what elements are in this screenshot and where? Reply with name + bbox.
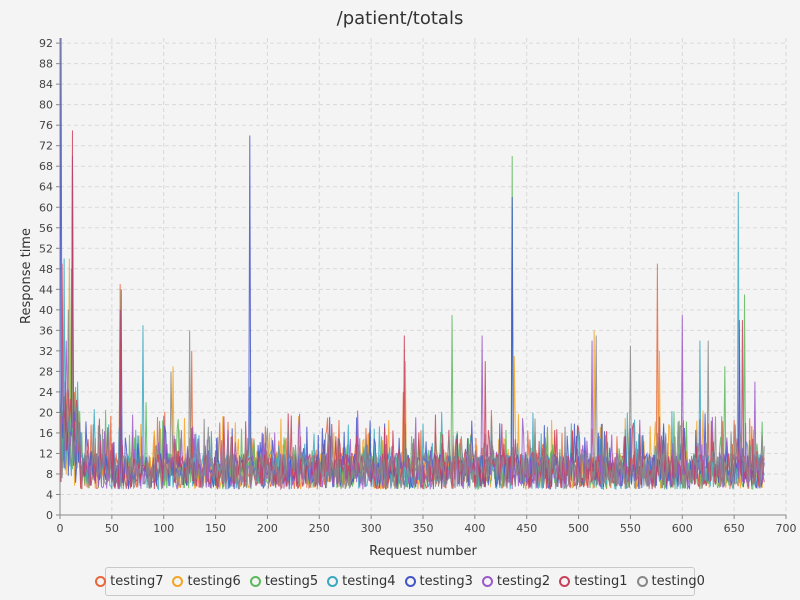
legend-label: testing6 <box>187 574 241 589</box>
legend-item-testing0[interactable]: testing0 <box>636 574 705 589</box>
x-axis-label: Request number <box>369 544 477 559</box>
legend-label: testing2 <box>496 574 551 589</box>
x-tick-label: 300 <box>361 522 382 535</box>
legend-label: testing0 <box>651 574 705 589</box>
x-tick-label: 400 <box>464 522 485 535</box>
y-tick-label: 52 <box>39 242 53 255</box>
x-tick-label: 550 <box>620 522 641 535</box>
legend-item-testing6[interactable]: testing6 <box>172 574 241 589</box>
y-tick-label: 8 <box>46 468 53 481</box>
y-tick-label: 68 <box>39 160 53 173</box>
legend-marker-icon <box>95 576 107 587</box>
legend-marker-icon <box>249 576 261 587</box>
y-tick-label: 16 <box>39 427 53 440</box>
y-tick-label: 80 <box>39 99 53 112</box>
y-tick-label: 0 <box>46 509 53 522</box>
x-tick-label: 350 <box>413 522 434 535</box>
y-tick-label: 76 <box>39 119 53 132</box>
legend: testing7 testing6 testing5 testing4 testing3… <box>95 567 705 596</box>
y-tick-label: 4 <box>46 488 53 501</box>
chart-title: /patient/totals <box>337 8 464 29</box>
x-tick-label: 50 <box>105 522 119 535</box>
y-tick-label: 44 <box>39 283 53 296</box>
y-tick-label: 88 <box>39 58 53 71</box>
series-layer <box>59 37 765 491</box>
legend-item-testing3[interactable]: testing3 <box>404 574 473 589</box>
series-line-testing1 <box>59 130 765 491</box>
y-tick-label: 12 <box>39 447 53 460</box>
y-tick-label: 56 <box>39 222 53 235</box>
y-tick-label: 32 <box>39 345 53 358</box>
legend-marker-icon <box>172 576 184 587</box>
y-tick-label: 20 <box>39 406 53 419</box>
legend-item-testing1[interactable]: testing1 <box>559 574 628 589</box>
legend-item-testing7[interactable]: testing7 <box>95 574 163 589</box>
legend-marker-icon <box>559 576 571 587</box>
legend-label: testing7 <box>110 574 164 589</box>
y-axis-label: Response time <box>19 228 34 324</box>
legend-marker-icon <box>404 576 416 587</box>
x-tick-label: 500 <box>568 522 589 535</box>
y-tick-label: 40 <box>39 304 53 317</box>
y-tick-label: 28 <box>39 365 53 378</box>
x-tick-label: 600 <box>672 522 693 535</box>
legend-marker-icon <box>636 576 648 587</box>
y-tick-label: 24 <box>39 386 53 399</box>
y-tick-label: 92 <box>39 37 53 50</box>
series-line-testing0 <box>59 309 765 490</box>
legend-label: testing1 <box>574 574 628 589</box>
y-tick-label: 72 <box>39 140 53 153</box>
legend-label: testing4 <box>342 574 396 589</box>
legend-label: testing3 <box>419 574 473 589</box>
legend-item-testing4[interactable]: testing4 <box>327 574 396 589</box>
y-tick-label: 36 <box>39 324 53 337</box>
legend-marker-icon <box>481 576 493 587</box>
y-tick-label: 84 <box>39 78 53 91</box>
legend-item-testing2[interactable]: testing2 <box>481 574 551 589</box>
x-tick-label: 650 <box>724 522 745 535</box>
x-tick-label: 700 <box>776 522 797 535</box>
x-tick-label: 150 <box>205 522 226 535</box>
y-tick-label: 48 <box>39 263 53 276</box>
x-tick-label: 100 <box>153 522 174 535</box>
legend-item-testing5[interactable]: testing5 <box>249 574 319 589</box>
y-tick-label: 60 <box>39 201 53 214</box>
x-tick-label: 450 <box>516 522 537 535</box>
x-tick-label: 0 <box>57 522 64 535</box>
x-tick-label: 200 <box>257 522 278 535</box>
legend-label: testing5 <box>264 574 319 589</box>
legend-marker-icon <box>327 576 339 587</box>
x-tick-label: 250 <box>309 522 330 535</box>
y-tick-label: 64 <box>39 181 53 194</box>
